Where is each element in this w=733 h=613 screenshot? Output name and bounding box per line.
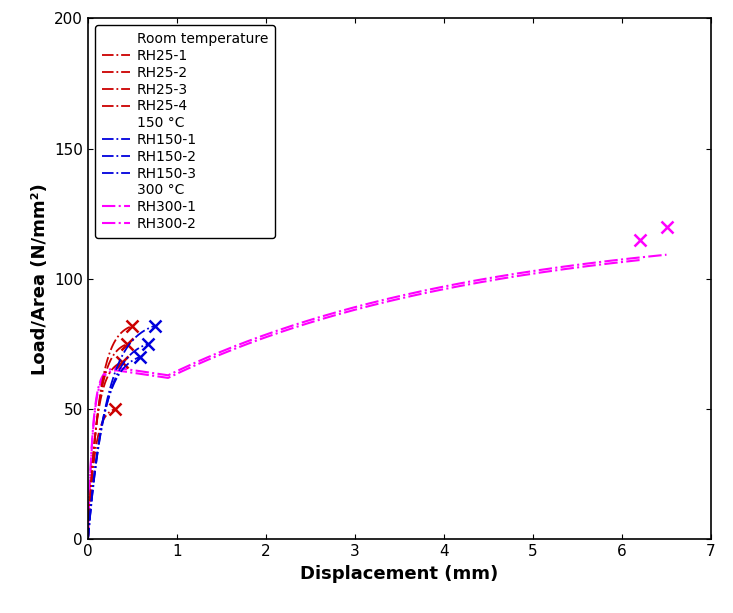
Y-axis label: Load/Area (N/mm²): Load/Area (N/mm²) <box>31 183 48 375</box>
Legend: Room temperature, RH25-1, RH25-2, RH25-3, RH25-4, 150 °C, RH150-1, RH150-2, RH15: Room temperature, RH25-1, RH25-2, RH25-3… <box>95 25 275 238</box>
X-axis label: Displacement (mm): Displacement (mm) <box>301 565 498 583</box>
